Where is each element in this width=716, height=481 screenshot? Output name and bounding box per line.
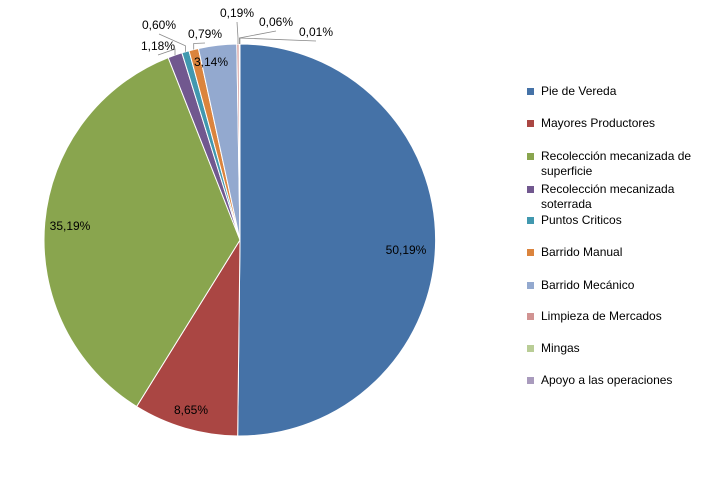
legend-item: Recolección mecanizada de superficie [527, 149, 716, 179]
legend-label: Puntos Criticos [541, 213, 622, 227]
pie-slice [135, 238, 241, 437]
slice-data-label: 3,14% [194, 55, 228, 69]
leader-line [239, 37, 317, 44]
legend-label: Pie de Vereda [541, 84, 617, 98]
leader-line [157, 48, 176, 56]
leader-lines [157, 21, 317, 56]
legend-swatch [527, 345, 534, 352]
legend-item: Mayores Productores [527, 116, 716, 131]
legend-label: Apoyo a las operaciones [541, 373, 673, 387]
legend-swatch [527, 88, 534, 95]
legend-label: Recolección mecanizada de superficie [541, 149, 692, 178]
legend-swatch [527, 153, 534, 160]
legend-item: Barrido Manual [527, 245, 716, 260]
legend-item: Mingas [527, 341, 716, 356]
data-labels: 50,19% 8,65% 35,19% 1,18% 0,60% 0,79% 3,14% 0,1… [50, 6, 427, 417]
legend-swatch [527, 120, 534, 127]
legend-item: Pie de Vereda [527, 84, 716, 99]
legend-item: Recolección mecanizada soterrada [527, 182, 716, 212]
legend-item: Limpieza de Mercados [527, 309, 716, 324]
pie-slices [43, 43, 437, 437]
slice-data-label: 35,19% [50, 219, 91, 233]
leader-line [236, 21, 239, 44]
legend-swatch [527, 249, 534, 256]
legend-label: Mingas [541, 341, 580, 355]
slice-data-label: 0,19% [220, 6, 254, 20]
legend-label: Recolección mecanizada soterrada [541, 182, 675, 211]
legend-label: Barrido Manual [541, 245, 623, 259]
leader-line [239, 30, 277, 44]
legend-swatch [527, 217, 534, 224]
legend-swatch [527, 313, 534, 320]
slice-data-label: 1,18% [141, 39, 175, 53]
pie-slice [237, 43, 437, 437]
legend-item: Apoyo a las operaciones [527, 373, 716, 388]
slice-data-label: 0,06% [259, 15, 293, 29]
slice-data-label: 0,60% [142, 18, 176, 32]
slice-data-label: 0,01% [299, 25, 333, 39]
legend-swatch [527, 377, 534, 384]
legend-label: Mayores Productores [541, 116, 656, 130]
legend-label: Limpieza de Mercados [541, 309, 662, 323]
legend-item: Puntos Criticos [527, 213, 716, 228]
legend-label: Barrido Mecánico [541, 278, 635, 292]
legend-swatch [527, 186, 534, 193]
slice-data-label: 50,19% [386, 243, 427, 257]
legend-swatch [527, 282, 534, 289]
legend-item: Barrido Mecánico [527, 278, 716, 293]
leader-line [158, 33, 186, 52]
slice-data-label: 0,79% [188, 27, 222, 41]
leader-line [193, 42, 206, 50]
slice-data-label: 8,65% [174, 403, 208, 417]
pie-slice [43, 56, 241, 408]
